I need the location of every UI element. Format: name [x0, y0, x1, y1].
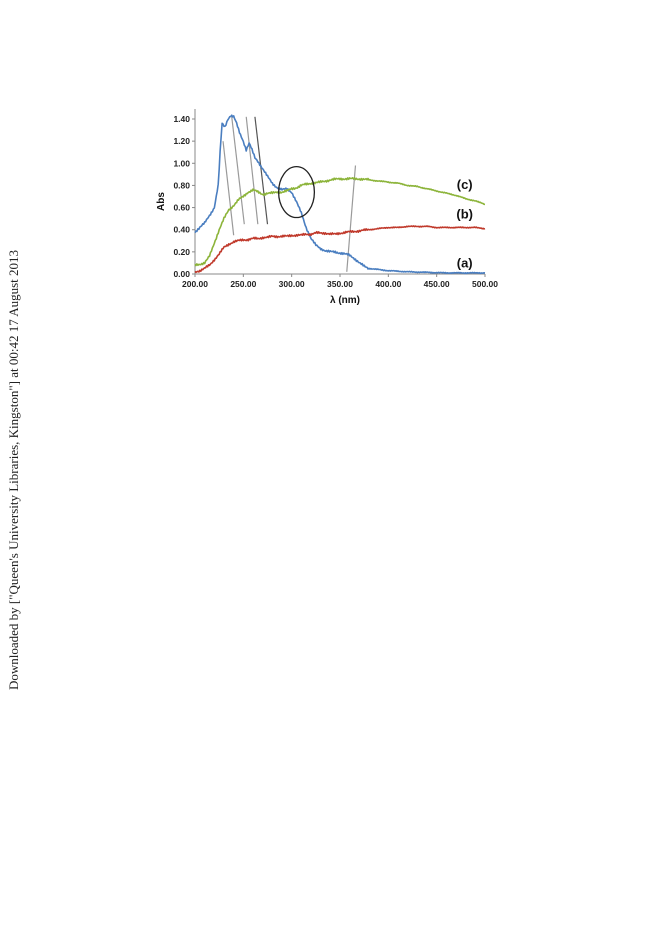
curve-label: (b) — [456, 207, 473, 222]
x-tick-label: 500.00 — [472, 279, 498, 289]
y-axis-title: Abs — [156, 192, 167, 211]
curve-label: (c) — [457, 177, 473, 192]
plot-area: 200.00 250.00 300.00 350.00 400.00 450.00 500.… — [156, 109, 498, 306]
curve-label: (a) — [457, 255, 473, 270]
x-axis-title: λ (nm) — [330, 295, 360, 306]
y-tick-label: 0.80 — [173, 180, 190, 190]
guide-line — [222, 141, 235, 236]
guide-line — [245, 116, 259, 225]
x-tick-label: 300.00 — [279, 279, 305, 289]
guide-line — [231, 116, 245, 225]
y-tick-label: 1.20 — [173, 136, 190, 146]
x-tick-label: 400.00 — [375, 279, 401, 289]
y-tick-label: 1.00 — [173, 158, 190, 168]
x-tick-label: 450.00 — [424, 279, 450, 289]
y-tick-label: 0.20 — [173, 247, 190, 257]
guide-line — [254, 116, 269, 225]
series-line-c — [194, 177, 485, 267]
x-tick-label: 250.00 — [230, 279, 256, 289]
series-line-b — [194, 225, 486, 274]
y-tick-label: 0.60 — [173, 203, 190, 213]
x-tick-label: 200.00 — [182, 279, 208, 289]
y-tick-label: 1.40 — [173, 114, 190, 124]
x-tick-label: 350.00 — [327, 279, 353, 289]
y-tick-label: 0.00 — [173, 269, 190, 279]
y-tick-label: 0.40 — [173, 225, 190, 235]
series-line-a — [194, 114, 486, 275]
highlight-circle — [277, 165, 316, 219]
